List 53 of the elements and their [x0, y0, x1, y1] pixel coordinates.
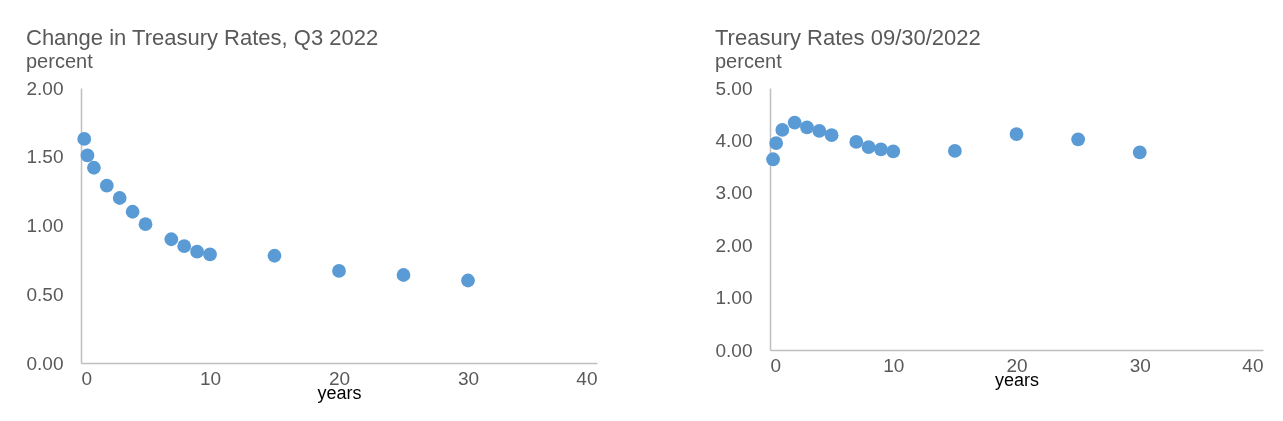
- chart-subtitle: percent: [26, 50, 94, 72]
- y-tick-label: 1.50: [26, 146, 64, 168]
- point: [886, 144, 901, 159]
- point: [396, 268, 411, 282]
- point: [99, 178, 114, 193]
- point: [824, 128, 839, 143]
- y-tick-label: 5.00: [715, 77, 753, 99]
- chart-title: Change in Treasury Rates, Q3 2022: [26, 25, 379, 50]
- point: [1071, 132, 1086, 147]
- y-tick-label: 0.50: [26, 283, 64, 305]
- point: [177, 239, 192, 253]
- point: [267, 248, 282, 263]
- y-tick-label: 3.00: [715, 182, 753, 204]
- point: [80, 148, 95, 163]
- x-tick-label: 30: [1129, 354, 1151, 376]
- point: [112, 191, 127, 205]
- point: [861, 140, 876, 155]
- y-tick-label: 1.00: [715, 287, 753, 309]
- point: [461, 273, 475, 288]
- point: [947, 144, 962, 158]
- point: [77, 132, 92, 146]
- point: [332, 264, 346, 278]
- point: [812, 124, 827, 138]
- point: [164, 232, 179, 247]
- point: [87, 160, 101, 175]
- x-tick-label: 10: [883, 354, 905, 376]
- x-tick-label: 40: [576, 367, 598, 389]
- point: [766, 152, 780, 167]
- x-tick-label: 0: [770, 354, 782, 376]
- point: [1009, 127, 1024, 141]
- point: [849, 135, 864, 149]
- y-tick-label: 0.00: [26, 352, 64, 374]
- point: [769, 136, 784, 150]
- y-tick-label: 2.00: [715, 234, 753, 256]
- x-tick-label: 30: [457, 367, 480, 389]
- x-tick-label: 0: [81, 367, 93, 389]
- y-tick-label: 1.00: [26, 215, 64, 236]
- point: [125, 204, 140, 219]
- chart-title: Treasury Rates 09/30/2022: [715, 25, 981, 50]
- point: [800, 120, 814, 135]
- point: [138, 217, 153, 231]
- point: [1132, 145, 1147, 160]
- x-tick-label: 10: [199, 367, 222, 389]
- y-tick-label: 0.00: [715, 339, 753, 361]
- point: [203, 247, 217, 262]
- point: [874, 142, 888, 157]
- y-tick-label: 2.00: [26, 77, 64, 99]
- point: [190, 244, 204, 259]
- point: [775, 123, 790, 137]
- y-tick-label: 4.00: [715, 129, 753, 151]
- point: [787, 115, 802, 130]
- chart-subtitle: percent: [715, 50, 783, 72]
- x-tick-label: 40: [1242, 354, 1264, 376]
